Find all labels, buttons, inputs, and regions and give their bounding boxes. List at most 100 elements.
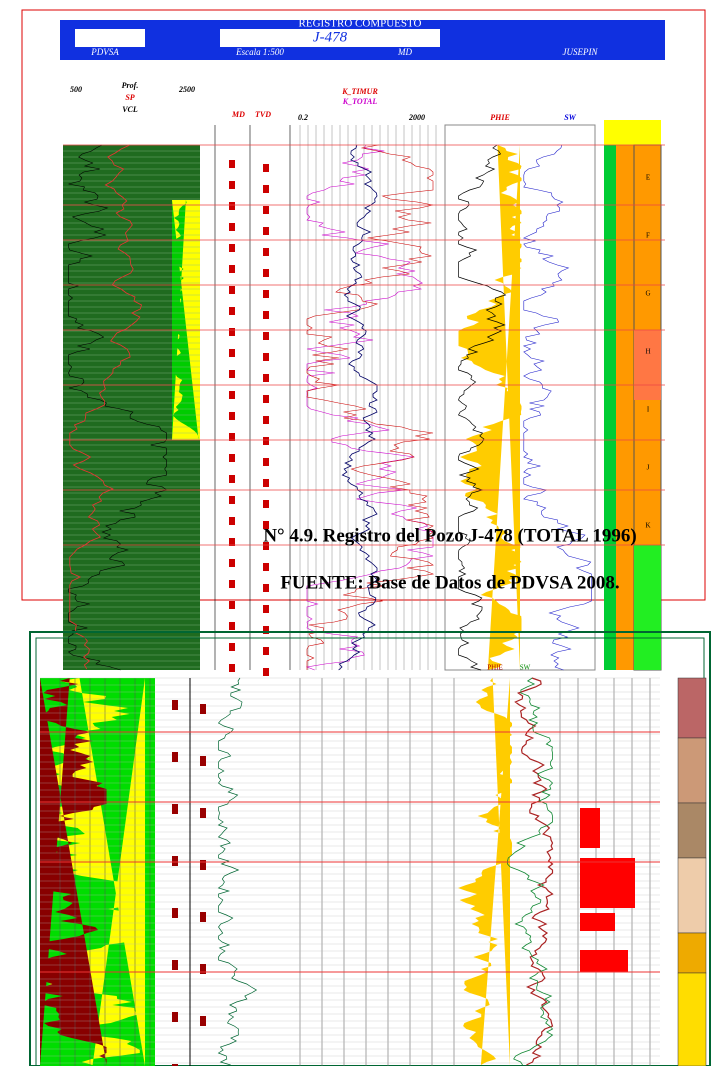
depth-mark xyxy=(229,202,235,210)
depth-mark xyxy=(229,580,235,588)
depth-mark xyxy=(200,756,206,766)
depth-mark xyxy=(229,643,235,651)
zone xyxy=(678,973,706,1066)
red-block xyxy=(580,858,635,908)
depth-mark xyxy=(263,374,269,382)
title: REGISTRO COMPUESTO xyxy=(299,18,422,30)
depth-mark xyxy=(263,248,269,256)
depth-mark xyxy=(172,856,178,866)
label: 0.2 xyxy=(298,113,308,122)
depth-mark xyxy=(172,804,178,814)
depth-mark xyxy=(229,391,235,399)
depth-mark xyxy=(229,370,235,378)
depth-mark xyxy=(229,517,235,525)
depth-mark xyxy=(200,808,206,818)
label: 2500 xyxy=(178,85,195,94)
depth-ref: MD xyxy=(397,47,412,57)
zone-label: K xyxy=(645,522,650,530)
zone xyxy=(634,545,661,670)
depth-mark xyxy=(229,622,235,630)
depth-mark xyxy=(229,181,235,189)
zone xyxy=(678,803,706,858)
depth-mark xyxy=(200,1016,206,1026)
zone-label: J xyxy=(647,464,650,472)
depth-mark xyxy=(263,416,269,424)
caption: N° 4.9. Registro del Pozo J-478 (TOTAL 1… xyxy=(263,525,636,546)
depth-mark xyxy=(263,605,269,613)
depth-mark xyxy=(229,475,235,483)
depth-mark xyxy=(172,908,178,918)
zone-label: G xyxy=(645,290,650,298)
depth-mark xyxy=(172,1012,178,1022)
company: PDVSA xyxy=(90,47,119,57)
log-fill xyxy=(458,678,512,1066)
field: JUSEPIN xyxy=(563,47,599,57)
label: 2000 xyxy=(408,113,425,122)
depth-mark xyxy=(172,960,178,970)
label: 500 xyxy=(70,85,82,94)
depth-mark xyxy=(229,349,235,357)
zone-label: E xyxy=(646,174,650,182)
depth-mark xyxy=(263,563,269,571)
zone xyxy=(604,120,661,145)
depth-mark xyxy=(263,647,269,655)
depth-mark xyxy=(229,160,235,168)
depth-mark xyxy=(263,332,269,340)
depth-mark xyxy=(229,664,235,672)
zone xyxy=(678,738,706,803)
label: PHIE xyxy=(490,113,510,122)
depth-mark xyxy=(229,601,235,609)
zone xyxy=(634,330,661,400)
depth-mark xyxy=(263,164,269,172)
zone xyxy=(678,678,706,738)
depth-mark xyxy=(263,206,269,214)
depth-mark xyxy=(263,458,269,466)
label: K_TOTAL xyxy=(342,97,378,106)
depth-mark xyxy=(229,223,235,231)
scale: Escala 1:500 xyxy=(235,47,284,57)
caption: FUENTE: Base de Datos de PDVSA 2008. xyxy=(280,572,619,593)
zone xyxy=(678,858,706,933)
depth-mark xyxy=(263,437,269,445)
label: SP xyxy=(125,93,134,102)
red-block xyxy=(580,950,628,972)
depth-mark xyxy=(229,307,235,315)
upper-labels: Prof. 500 2500 SP VCL MD TVD K_TIMUR K_T… xyxy=(70,81,577,122)
depth-mark xyxy=(200,704,206,714)
depth-mark xyxy=(263,584,269,592)
label: Prof. xyxy=(122,81,139,90)
depth-mark xyxy=(229,328,235,336)
label: VCL xyxy=(122,105,138,114)
depth-mark xyxy=(229,244,235,252)
depth-mark xyxy=(229,496,235,504)
depth-mark xyxy=(263,290,269,298)
depth-mark xyxy=(263,185,269,193)
depth-mark xyxy=(229,286,235,294)
label: K_TIMUR xyxy=(341,87,378,96)
depth-mark xyxy=(229,454,235,462)
depth-mark xyxy=(200,912,206,922)
zone xyxy=(678,933,706,973)
zone-label: F xyxy=(646,232,650,240)
depth-mark xyxy=(172,700,178,710)
depth-mark xyxy=(263,311,269,319)
depth-mark xyxy=(263,500,269,508)
depth-mark xyxy=(263,269,269,277)
page: REGISTRO COMPUESTO J-478 PDVSA Escala 1:… xyxy=(0,0,721,1066)
depth-mark xyxy=(263,479,269,487)
label: SW xyxy=(520,664,531,672)
label: PHIE xyxy=(487,664,503,672)
label: MD xyxy=(231,110,245,119)
depth-mark xyxy=(263,395,269,403)
red-block xyxy=(580,913,615,931)
depth-mark xyxy=(229,412,235,420)
well: J-478 xyxy=(313,29,348,45)
zone-label: H xyxy=(645,348,650,356)
label: SW xyxy=(564,113,576,122)
depth-mark xyxy=(263,227,269,235)
depth-mark xyxy=(263,668,269,676)
depth-mark xyxy=(263,353,269,361)
depth-mark xyxy=(172,752,178,762)
red-block xyxy=(580,808,600,848)
depth-mark xyxy=(229,559,235,567)
